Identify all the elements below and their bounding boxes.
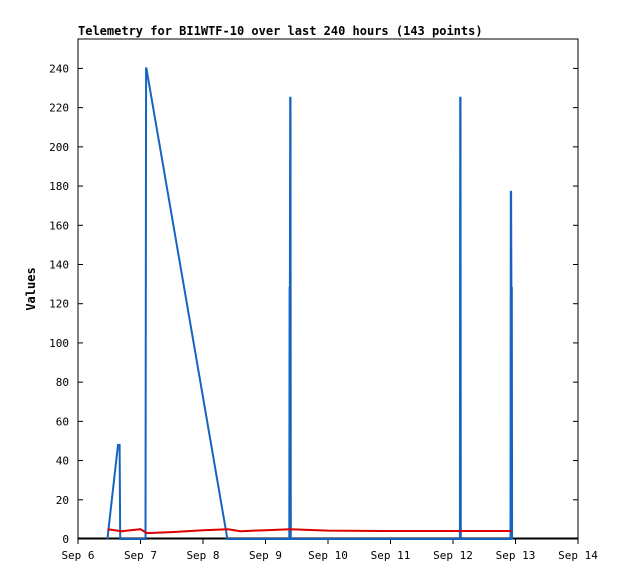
x-axis: Sep 6 Sep 7 Sep 8 Sep 9 Sep 10 Sep 11 Sep 12 Se… [61,537,598,562]
x-tick-label: Sep 7 [124,549,157,562]
x-tick-label: Sep 6 [61,549,94,562]
y-tick-label: 220 [49,102,69,115]
y-tick-label: 60 [56,415,69,428]
plot-area-frame [77,38,579,540]
x-tick-label: Sep 9 [249,549,282,562]
x-tick-label: Sep 12 [433,549,473,562]
y-tick-label: 100 [49,337,69,350]
series-line-1 [107,528,512,535]
y-tick-label: 180 [49,180,69,193]
y-tick-label: 140 [49,258,69,271]
x-tick-label: Sep 11 [371,549,411,562]
x-tick-label: Sep 8 [186,549,219,562]
y-tick-label: 200 [49,141,69,154]
y-tick-label: 240 [49,62,69,75]
y-tick-label: 120 [49,298,69,311]
x-tick-label: Sep 13 [496,549,536,562]
chart-title: Telemetry for BI1WTF-10 over last 240 ho… [78,24,483,38]
y-axis: 0 20 40 60 80 100 120 140 160 180 200 220 240 [49,62,578,546]
y-tick-label: 160 [49,219,69,232]
series-layer [106,67,514,540]
y-tick-label: 40 [56,455,69,468]
y-axis-label: Values [24,267,38,310]
y-tick-label: 0 [62,533,69,546]
x-tick-label: Sep 14 [558,549,598,562]
series-line-0 [106,67,514,540]
y-tick-label: 80 [56,376,69,389]
x-tick-label: Sep 10 [308,549,348,562]
y-tick-label: 20 [56,494,69,507]
